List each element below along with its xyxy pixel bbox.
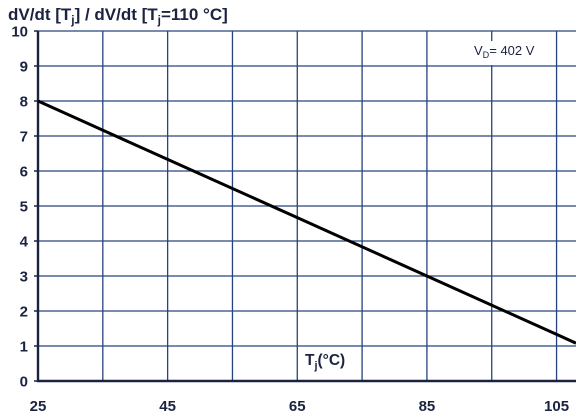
x-label-text: T	[305, 352, 315, 369]
title-subscript: j	[157, 13, 161, 28]
title-subscript: j	[71, 13, 75, 28]
y-tick-label: 2	[20, 304, 28, 321]
x-label-subscript: j	[314, 359, 318, 372]
x-tick-label: 25	[30, 398, 47, 415]
y-tick-label: 6	[20, 164, 28, 181]
voltage-annotation: VD= 402 V	[470, 41, 539, 66]
title-text: dV/dt [T	[8, 5, 72, 24]
annotation-text: = 402 V	[489, 43, 535, 58]
y-tick-label: 9	[20, 59, 28, 76]
y-tick-label: 10	[11, 24, 28, 41]
x-tick-label: 45	[159, 398, 176, 415]
y-tick-label: 4	[20, 234, 29, 251]
x-tick-label: 105	[544, 398, 569, 415]
title-text: =110 °C]	[160, 5, 228, 24]
chart-title: dV/dt [Tj] / dV/dt [Tj=110 °C]	[8, 5, 228, 30]
annotation-text: V	[474, 43, 483, 58]
title-text: ] / dV/dt [T	[74, 5, 158, 24]
y-tick-label: 5	[20, 199, 28, 216]
x-tick-label: 65	[289, 398, 306, 415]
x-label-text: (°C)	[317, 352, 346, 369]
y-tick-label: 8	[20, 94, 28, 111]
series-line	[37, 99, 576, 345]
x-tick-label: 85	[419, 398, 436, 415]
y-tick-label: 0	[20, 374, 28, 391]
y-tick-label: 1	[20, 339, 28, 356]
x-axis-label: Tj(°C)	[303, 352, 348, 375]
y-tick-label: 3	[20, 269, 28, 286]
annotation-subscript: D	[482, 50, 490, 61]
y-tick-label: 7	[20, 129, 28, 146]
